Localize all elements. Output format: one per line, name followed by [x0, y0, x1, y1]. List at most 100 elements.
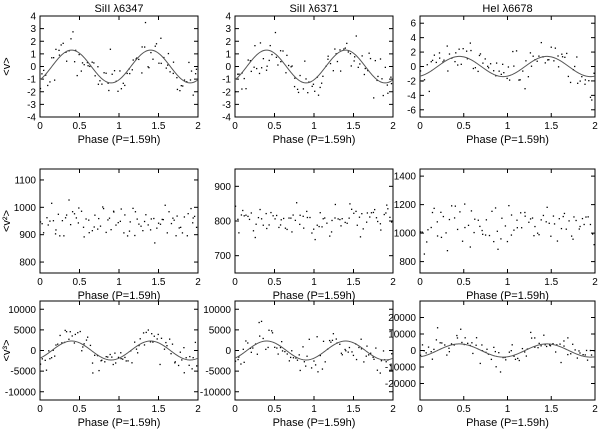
- data-point: [430, 351, 432, 353]
- data-point: [102, 207, 105, 210]
- data-point: [380, 229, 382, 231]
- data-point: [242, 348, 244, 350]
- data-point: [423, 79, 426, 81]
- data-point: [174, 362, 176, 364]
- data-point: [195, 68, 198, 70]
- data-point: [291, 65, 293, 67]
- data-point: [316, 336, 318, 338]
- data-point: [180, 85, 182, 87]
- data-point: [553, 223, 556, 225]
- data-point: [494, 207, 497, 209]
- data-point: [545, 221, 547, 223]
- data-point: [109, 353, 111, 356]
- data-point: [335, 338, 337, 340]
- data-point: [488, 234, 491, 237]
- data-point: [183, 346, 185, 349]
- data-point: [588, 80, 590, 82]
- data-point: [477, 70, 479, 73]
- data-point: [547, 59, 549, 61]
- data-point: [577, 82, 579, 84]
- data-point: [319, 212, 321, 214]
- data-point: [282, 50, 284, 52]
- x-tick-label: 1.5: [347, 404, 361, 415]
- data-point: [377, 75, 379, 78]
- data-point: [93, 226, 95, 228]
- data-point: [185, 357, 187, 359]
- data-point: [421, 344, 424, 346]
- data-point: [154, 45, 156, 47]
- y-tick-label: 1400: [394, 172, 417, 183]
- data-point: [294, 77, 296, 79]
- data-point: [305, 78, 307, 80]
- data-point: [550, 46, 552, 48]
- data-point: [496, 230, 498, 232]
- data-point: [45, 74, 47, 76]
- y-axis-label: <v³>: [1, 339, 13, 361]
- x-tick-label: 1: [116, 404, 122, 415]
- data-point: [111, 73, 113, 75]
- data-point: [500, 238, 502, 240]
- data-point: [334, 48, 336, 50]
- data-point: [589, 96, 592, 98]
- data-point: [100, 360, 102, 362]
- data-point: [299, 74, 301, 77]
- data-point: [419, 70, 422, 72]
- y-tick-label: 10000: [203, 305, 231, 316]
- data-point: [144, 46, 146, 48]
- data-point: [120, 352, 122, 354]
- data-point: [331, 339, 334, 341]
- data-point: [310, 367, 313, 369]
- data-point: [512, 50, 514, 53]
- data-point: [470, 49, 472, 52]
- data-point: [349, 53, 352, 55]
- x-axis-label: Phase (P=1.59h): [466, 134, 549, 146]
- data-point: [291, 231, 293, 233]
- data-point: [85, 339, 88, 341]
- x-tick-label: 2: [195, 121, 201, 132]
- data-point: [134, 234, 136, 237]
- data-point: [355, 358, 358, 361]
- data-point: [446, 45, 448, 47]
- data-point: [419, 231, 422, 233]
- data-point: [150, 51, 152, 54]
- data-point: [344, 348, 346, 351]
- data-point: [448, 347, 450, 349]
- data-point: [187, 213, 189, 215]
- data-point: [529, 218, 532, 220]
- data-point: [479, 225, 481, 228]
- data-point: [350, 208, 353, 210]
- data-point: [255, 223, 257, 225]
- data-point: [262, 58, 265, 60]
- data-point: [277, 64, 279, 66]
- data-point: [514, 358, 517, 361]
- data-point: [81, 350, 83, 352]
- data-point: [97, 228, 99, 230]
- data-point: [433, 54, 436, 56]
- data-point: [369, 216, 371, 218]
- data-point: [337, 218, 339, 220]
- data-point: [78, 207, 80, 209]
- data-point: [493, 70, 495, 72]
- data-point: [508, 351, 511, 353]
- data-point: [346, 222, 348, 224]
- data-point: [189, 79, 192, 81]
- data-point: [47, 84, 49, 87]
- data-point: [303, 227, 305, 229]
- data-point: [279, 346, 282, 349]
- data-point: [544, 62, 546, 64]
- x-tick-label: 1: [116, 121, 122, 132]
- data-point: [590, 354, 593, 356]
- data-point: [190, 207, 192, 210]
- data-point: [566, 52, 568, 55]
- data-point: [186, 81, 188, 83]
- data-point: [92, 372, 94, 374]
- data-point: [272, 215, 274, 217]
- data-point: [117, 356, 120, 359]
- data-point: [86, 61, 89, 64]
- data-point: [343, 48, 345, 50]
- data-point: [475, 337, 478, 339]
- data-point: [248, 218, 251, 221]
- data-point: [164, 204, 166, 206]
- data-point: [469, 42, 471, 44]
